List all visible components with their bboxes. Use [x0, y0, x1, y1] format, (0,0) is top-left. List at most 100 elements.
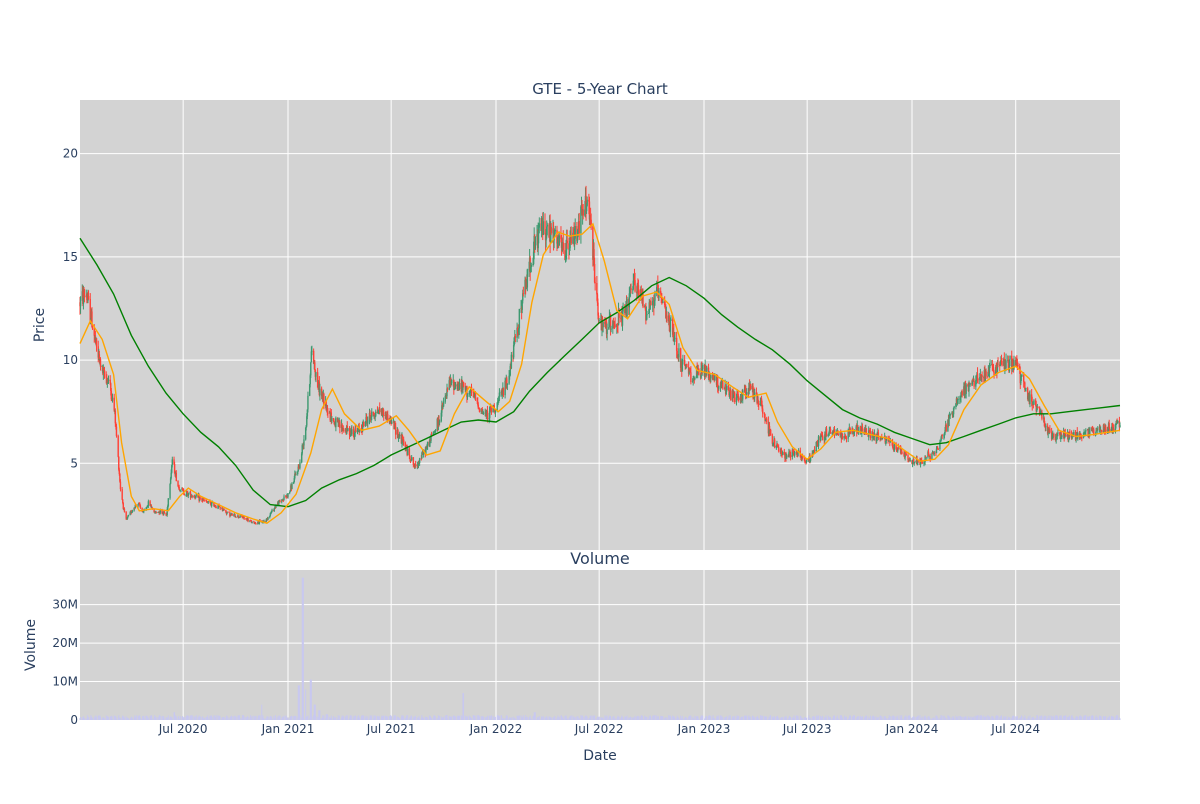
volume-bar — [610, 718, 612, 720]
volume-bar — [795, 715, 797, 720]
volume-bar — [102, 717, 104, 720]
candle-body — [187, 493, 189, 496]
candle-body — [291, 483, 293, 490]
candle-body — [597, 302, 599, 316]
volume-bar — [932, 718, 934, 720]
volume-bar — [427, 718, 429, 720]
volume-bar — [1047, 718, 1049, 720]
volume-bar — [1028, 718, 1030, 720]
volume-bar — [969, 717, 971, 720]
volume-bar — [325, 718, 327, 720]
volume-bar — [863, 718, 865, 720]
volume-bar — [1080, 716, 1082, 720]
candle-body — [241, 515, 243, 517]
candle-body — [588, 201, 591, 220]
volume-bar — [726, 716, 728, 720]
volume-bar — [754, 716, 756, 720]
candle-body — [93, 328, 95, 336]
volume-bar — [285, 715, 287, 720]
volume-bar — [277, 718, 279, 720]
volume-bar — [362, 715, 364, 720]
volume-bar — [760, 715, 762, 720]
volume-bar — [1097, 716, 1099, 720]
candle-body — [309, 375, 311, 385]
volume-bar — [947, 715, 949, 720]
candle-body — [939, 441, 942, 443]
volume-bar — [987, 718, 989, 720]
volume-bar — [642, 718, 644, 720]
candle-body — [129, 512, 131, 516]
candle-body — [251, 521, 253, 523]
candle-body — [985, 371, 987, 377]
volume-bar — [1048, 718, 1050, 720]
volume-bar — [1103, 718, 1105, 720]
volume-bar — [542, 715, 544, 720]
volume-bar — [199, 716, 201, 720]
volume-bar — [657, 717, 659, 720]
candle-body — [1111, 423, 1114, 432]
volume-bar — [811, 716, 813, 720]
candle-body — [433, 430, 436, 432]
volume-bar — [122, 715, 124, 720]
volume-bar — [881, 716, 883, 720]
candle-body — [837, 433, 840, 435]
volume-bar — [566, 717, 568, 720]
candle-body — [469, 392, 471, 394]
candle-body — [604, 322, 606, 324]
candle-body — [917, 460, 919, 462]
volume-bar — [949, 716, 951, 720]
candle-body — [821, 435, 824, 437]
volume-bar — [852, 717, 854, 720]
candle-body — [402, 439, 405, 444]
volume-bar — [987, 715, 989, 720]
volume-bar — [333, 718, 335, 720]
volume-bar — [681, 718, 683, 720]
candle-body — [845, 438, 848, 439]
candle-body — [791, 450, 794, 457]
volume-bar — [191, 715, 193, 720]
volume-bar — [684, 716, 686, 720]
volume-bar — [530, 718, 532, 720]
volume-bar — [158, 718, 160, 720]
volume-bar — [957, 717, 959, 720]
volume-bar — [738, 715, 740, 720]
volume-bar — [243, 716, 245, 720]
candle-body — [1043, 417, 1045, 423]
volume-bar — [593, 716, 595, 720]
volume-bar — [836, 718, 838, 720]
candle-body — [418, 458, 421, 463]
volume-bar — [872, 715, 874, 720]
volume-bar — [641, 716, 643, 720]
volume-bar — [971, 718, 973, 720]
candle-body — [923, 462, 925, 464]
volume-bar — [211, 717, 213, 720]
volume-bar — [924, 716, 926, 720]
volume-bar — [755, 717, 757, 720]
volume-bar — [633, 718, 635, 720]
volume-bar — [261, 717, 263, 720]
volume-bar — [889, 716, 891, 720]
volume-bar — [654, 715, 656, 720]
volume-bar — [750, 716, 752, 720]
candle-body — [167, 498, 170, 506]
volume-plot-area[interactable] — [80, 570, 1120, 720]
candle-body — [1055, 433, 1057, 441]
candle-body — [622, 309, 624, 312]
volume-bar — [698, 718, 700, 720]
volume-bar — [469, 716, 471, 720]
volume-bar — [497, 715, 499, 720]
volume-bar — [909, 717, 911, 720]
price-plot-area[interactable] — [80, 100, 1120, 550]
volume-bar — [274, 718, 276, 720]
candle-body — [1013, 359, 1015, 369]
candle-body — [133, 508, 135, 511]
volume-bar — [849, 715, 851, 720]
candle-body — [409, 455, 411, 460]
volume-bar — [257, 716, 259, 720]
candle-body — [909, 460, 911, 461]
volume-bar — [493, 718, 495, 720]
volume-bar — [1023, 717, 1025, 720]
candle-body — [572, 232, 574, 244]
volume-bar — [948, 717, 950, 720]
volume-bar — [988, 716, 990, 720]
